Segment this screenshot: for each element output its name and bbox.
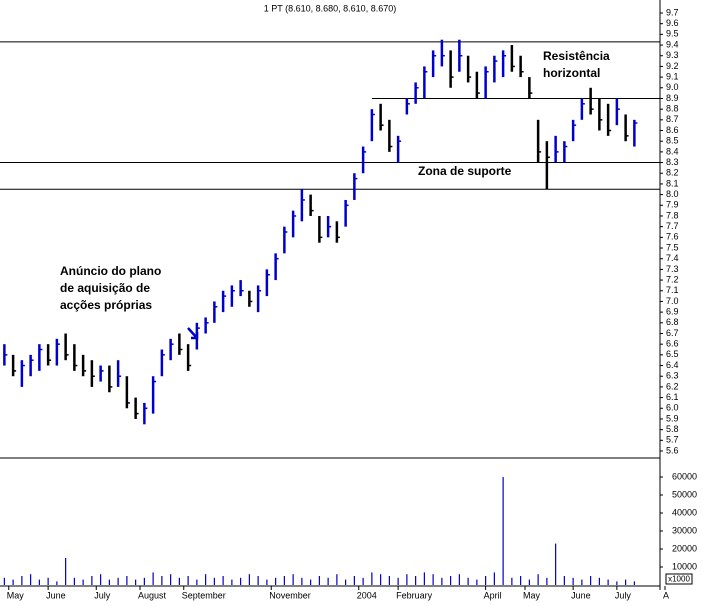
y-tick-label: 9.4 <box>666 39 679 49</box>
y-tick-label: 8.7 <box>666 114 679 124</box>
y-tick-label: 7.9 <box>666 200 679 210</box>
y-tick-label: 6.7 <box>666 328 679 338</box>
y-tick-label: 7.4 <box>666 253 679 263</box>
y-tick-label: 7.5 <box>666 242 679 252</box>
y-tick-label: 7.7 <box>666 221 679 231</box>
y-tick-label: 6.5 <box>666 349 679 359</box>
x-tick-label: A <box>663 590 669 600</box>
y-tick-label: 6.6 <box>666 339 679 349</box>
y-tick-label: 9.5 <box>666 29 679 39</box>
annotation: Zona de suporte <box>418 164 512 178</box>
volume-tick-label: 10000 <box>672 561 697 571</box>
x-tick-label: May <box>7 590 25 600</box>
y-tick-label: 8.3 <box>666 157 679 167</box>
y-tick-label: 9.3 <box>666 50 679 60</box>
y-tick-label: 9.6 <box>666 18 679 28</box>
y-tick-label: 8.0 <box>666 189 679 199</box>
y-tick-label: 6.4 <box>666 360 679 370</box>
y-tick-label: 5.7 <box>666 435 679 445</box>
chart-title: 1 PT (8.610, 8.680, 8.610, 8.670) <box>264 3 396 13</box>
x-tick-label: 2004 <box>357 590 377 600</box>
y-tick-label: 5.6 <box>666 445 679 455</box>
y-tick-label: 8.9 <box>666 93 679 103</box>
y-tick-label: 8.2 <box>666 168 679 178</box>
x-tick-label: May <box>523 590 541 600</box>
volume-tick-label: 40000 <box>672 507 697 517</box>
y-tick-label: 5.9 <box>666 413 679 423</box>
y-tick-label: 5.8 <box>666 424 679 434</box>
x-tick-label: July <box>615 590 632 600</box>
y-tick-label: 8.8 <box>666 104 679 114</box>
x-tick-label: April <box>484 590 502 600</box>
annotation: acções próprias <box>60 298 152 312</box>
annotation: Anúncio do plano <box>60 264 161 278</box>
y-tick-label: 9.0 <box>666 82 679 92</box>
y-tick-label: 9.1 <box>666 71 679 81</box>
x-tick-label: July <box>94 590 111 600</box>
volume-tick-label: 20000 <box>672 543 697 553</box>
annotation: Resistência <box>543 49 610 63</box>
volume-tick-label: 50000 <box>672 489 697 499</box>
y-tick-label: 6.9 <box>666 306 679 316</box>
y-tick-label: 7.3 <box>666 264 679 274</box>
y-tick-label: 7.2 <box>666 274 679 284</box>
y-tick-label: 9.7 <box>666 7 679 17</box>
y-tick-label: 6.1 <box>666 392 679 402</box>
x-tick-label: June <box>46 590 66 600</box>
y-tick-label: 6.3 <box>666 371 679 381</box>
x-tick-label: November <box>269 590 311 600</box>
y-tick-label: 8.5 <box>666 136 679 146</box>
y-tick-label: 8.6 <box>666 125 679 135</box>
volume-tick-label: 30000 <box>672 525 697 535</box>
x-tick-label: June <box>571 590 591 600</box>
volume-unit: x1000 <box>668 575 690 584</box>
annotation: de aquisição de <box>60 281 150 295</box>
y-tick-label: 9.2 <box>666 61 679 71</box>
y-tick-label: 6.0 <box>666 403 679 413</box>
x-tick-label: August <box>138 590 167 600</box>
y-tick-label: 6.2 <box>666 381 679 391</box>
y-tick-label: 7.0 <box>666 296 679 306</box>
y-tick-label: 7.1 <box>666 285 679 295</box>
y-tick-label: 6.8 <box>666 317 679 327</box>
y-tick-label: 7.8 <box>666 210 679 220</box>
x-tick-label: September <box>182 590 226 600</box>
volume-tick-label: 60000 <box>672 471 697 481</box>
unit-box <box>665 573 693 585</box>
x-tick-label: February <box>396 590 433 600</box>
annotation: horizontal <box>543 66 600 80</box>
y-tick-label: 7.6 <box>666 232 679 242</box>
y-tick-label: 8.4 <box>666 146 679 156</box>
y-tick-label: 8.1 <box>666 178 679 188</box>
